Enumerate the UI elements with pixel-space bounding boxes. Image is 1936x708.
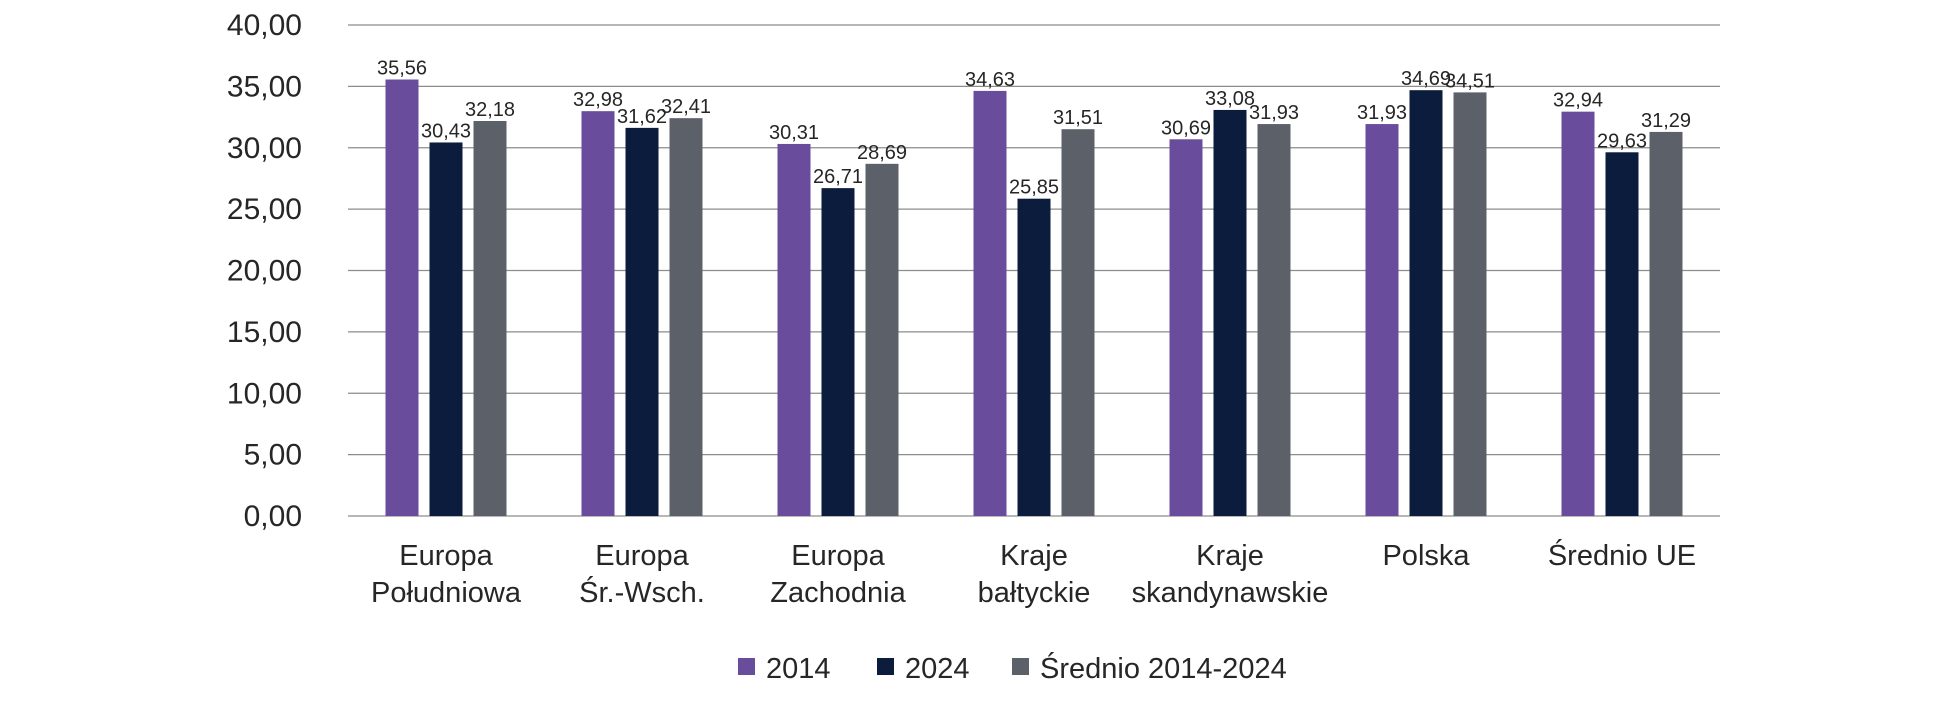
data-label: 34,69 bbox=[1401, 68, 1451, 90]
data-label: 30,69 bbox=[1161, 117, 1211, 139]
category-labels: Europa Południowa Europa Śr.-Wsch. Europa Zac… bbox=[371, 538, 1696, 609]
data-label: 31,93 bbox=[1249, 102, 1299, 124]
data-label: 33,08 bbox=[1205, 88, 1255, 110]
data-label: 26,71 bbox=[813, 166, 863, 188]
y-tick-label: 5,00 bbox=[244, 439, 302, 472]
bar--rednio-2014-2024-6 bbox=[1453, 92, 1487, 517]
legend-swatch bbox=[1012, 658, 1029, 675]
legend-label: Średnio 2014-2024 bbox=[1040, 651, 1287, 685]
data-label: 31,93 bbox=[1357, 102, 1407, 124]
legend-swatch bbox=[877, 658, 894, 675]
y-tick-label: 10,00 bbox=[227, 377, 302, 410]
data-label: 31,62 bbox=[617, 106, 667, 128]
bar-2024-5 bbox=[1213, 109, 1247, 517]
bar--rednio-2014-2024-2 bbox=[669, 118, 703, 517]
bar-2014-3 bbox=[777, 143, 811, 516]
data-label: 28,69 bbox=[857, 142, 907, 164]
data-label: 30,31 bbox=[769, 122, 819, 144]
bar-2024-6 bbox=[1409, 90, 1443, 517]
bar-2024-7 bbox=[1605, 152, 1639, 516]
bar--rednio-2014-2024-4 bbox=[1061, 129, 1095, 516]
category-label: Europa Zachodnia bbox=[770, 540, 906, 609]
data-label: 25,85 bbox=[1009, 177, 1059, 199]
y-axis-tick-labels: 0,00 5,00 10,00 15,00 20,00 25,00 30,00 35,00 40… bbox=[227, 9, 302, 533]
data-label: 35,56 bbox=[377, 58, 427, 80]
legend-label: 2014 bbox=[766, 653, 831, 685]
y-tick-label: 20,00 bbox=[227, 255, 302, 288]
legend-item: 2024 bbox=[877, 653, 970, 685]
data-label: 34,51 bbox=[1445, 70, 1495, 92]
category-label: Średnio UE bbox=[1548, 538, 1696, 572]
bar-2024-4 bbox=[1017, 198, 1051, 516]
data-label: 29,63 bbox=[1597, 130, 1647, 152]
bar-2014-5 bbox=[1169, 139, 1203, 516]
legend-item: 2014 bbox=[738, 653, 831, 685]
y-tick-label: 30,00 bbox=[227, 132, 302, 165]
legend-label: 2024 bbox=[905, 653, 970, 685]
y-tick-label: 40,00 bbox=[227, 9, 302, 42]
data-label: 32,41 bbox=[661, 96, 711, 118]
data-label: 32,18 bbox=[465, 99, 515, 121]
bar-2024-2 bbox=[625, 127, 659, 516]
y-tick-label: 15,00 bbox=[227, 316, 302, 349]
bar--rednio-2014-2024-3 bbox=[865, 163, 899, 516]
data-label: 32,98 bbox=[573, 89, 623, 111]
y-tick-label: 25,00 bbox=[227, 193, 302, 226]
bar--rednio-2014-2024-1 bbox=[473, 120, 507, 516]
category-label: Europa Południowa bbox=[371, 540, 522, 609]
category-label: Kraje bałtyckie bbox=[978, 540, 1091, 609]
category-label: Polska bbox=[1382, 540, 1470, 572]
data-labels: 35,56 32,98 30,31 34,63 30,69 31,93 32,94 30,43… bbox=[377, 58, 1691, 199]
bars bbox=[385, 79, 1683, 517]
data-label: 30,43 bbox=[421, 120, 471, 142]
bar-2024-1 bbox=[429, 142, 463, 517]
bar--rednio-2014-2024-5 bbox=[1257, 124, 1291, 516]
bar-2014-2 bbox=[581, 111, 615, 516]
bar-2014-6 bbox=[1365, 124, 1399, 516]
legend-item: Średnio 2014-2024 bbox=[1012, 651, 1287, 685]
data-label: 31,51 bbox=[1053, 107, 1103, 129]
category-label: Europa Śr.-Wsch. bbox=[579, 540, 705, 609]
y-tick-label: 0,00 bbox=[244, 500, 302, 533]
legend: 2014 2024 Średnio 2014-2024 bbox=[738, 651, 1287, 685]
data-label: 34,63 bbox=[965, 69, 1015, 91]
bar-2014-7 bbox=[1561, 111, 1595, 516]
bar-2014-4 bbox=[973, 90, 1007, 516]
y-tick-label: 35,00 bbox=[227, 70, 302, 103]
legend-swatch bbox=[738, 658, 755, 675]
bar-2014-1 bbox=[385, 79, 419, 516]
data-label: 32,94 bbox=[1553, 90, 1603, 112]
bar--rednio-2014-2024-7 bbox=[1649, 131, 1683, 516]
data-label: 31,29 bbox=[1641, 110, 1691, 132]
bar-2024-3 bbox=[821, 188, 855, 516]
category-label: Kraje skandynawskie bbox=[1132, 540, 1329, 609]
